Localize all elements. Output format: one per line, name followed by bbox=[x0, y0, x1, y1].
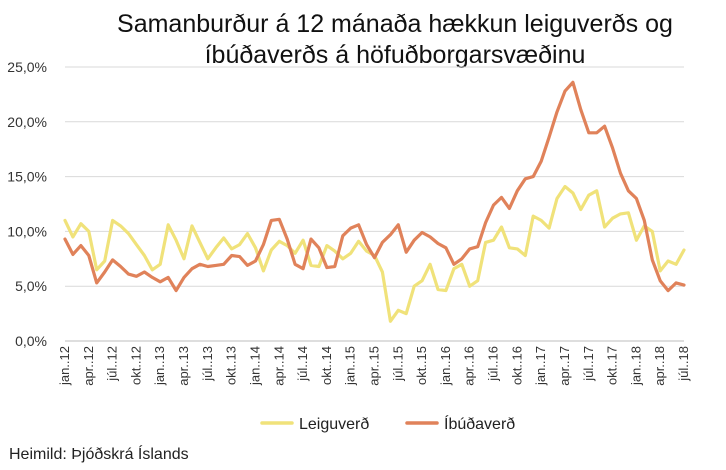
y-axis: 0,0% 5,0% 10,0% 15,0% 20,0% 25,0% bbox=[7, 59, 47, 349]
x-tick-label: júl..14 bbox=[295, 346, 310, 382]
x-tick-label: okt..13 bbox=[224, 346, 239, 385]
grid bbox=[65, 66, 684, 342]
x-tick-label: jan..15 bbox=[343, 346, 358, 386]
x-tick-label: júl..17 bbox=[581, 346, 596, 382]
x-tick-label: apr..13 bbox=[176, 346, 191, 386]
x-tick-label: okt..15 bbox=[414, 346, 429, 385]
y-tick-label: 20,0% bbox=[7, 114, 47, 130]
x-tick-label: júl..15 bbox=[390, 346, 405, 382]
series-leiguverd-line bbox=[63, 184, 686, 323]
x-tick-label: apr..17 bbox=[557, 346, 572, 386]
y-tick-label: 25,0% bbox=[7, 59, 47, 75]
x-axis: jan..12 apr..12 júl..12 okt..12 jan..13 apr..… bbox=[57, 346, 691, 386]
x-tick-label: apr..16 bbox=[462, 346, 477, 386]
x-tick-label: jan..14 bbox=[247, 346, 262, 386]
x-tick-label: okt..14 bbox=[319, 346, 334, 385]
x-tick-label: jan..17 bbox=[533, 346, 548, 386]
y-tick-label: 15,0% bbox=[7, 169, 47, 185]
series-ibudaverd-line bbox=[63, 80, 686, 293]
x-tick-label: jan..13 bbox=[152, 346, 167, 386]
source-note: Heimild: Þjóðskrá Íslands bbox=[9, 446, 189, 463]
chart-title-line-1: Samanburður á 12 mánaða hækkun leiguverð… bbox=[117, 10, 673, 38]
x-tick-label: jan..12 bbox=[57, 346, 72, 386]
legend: Leiguverð Íbúðaverð bbox=[260, 414, 515, 433]
y-tick-label: 10,0% bbox=[7, 223, 47, 239]
chart-title-line-2: íbúðaverðs á höfuðborgarsvæðinu bbox=[205, 41, 586, 69]
x-tick-label: apr..15 bbox=[367, 346, 382, 386]
y-tick-label: 5,0% bbox=[15, 278, 47, 294]
y-tick-label: 0,0% bbox=[15, 333, 47, 349]
x-tick-label: okt..16 bbox=[509, 346, 524, 385]
plot-area bbox=[63, 80, 686, 323]
x-tick-label: apr..12 bbox=[81, 346, 96, 386]
x-tick-label: jan..16 bbox=[438, 346, 453, 386]
x-tick-label: okt..17 bbox=[605, 346, 620, 385]
legend-label: Íbúðaverð bbox=[444, 414, 515, 433]
x-tick-label: okt..12 bbox=[128, 346, 143, 385]
x-tick-label: apr..18 bbox=[652, 346, 667, 386]
x-tick-label: júl..16 bbox=[486, 346, 501, 382]
x-tick-label: jan..18 bbox=[628, 346, 643, 386]
x-tick-label: júl..13 bbox=[200, 346, 215, 382]
x-tick-label: júl..18 bbox=[676, 346, 691, 382]
x-tick-label: apr..14 bbox=[271, 346, 286, 386]
legend-label: Leiguverð bbox=[299, 416, 369, 433]
x-tick-label: júl..12 bbox=[105, 346, 120, 382]
